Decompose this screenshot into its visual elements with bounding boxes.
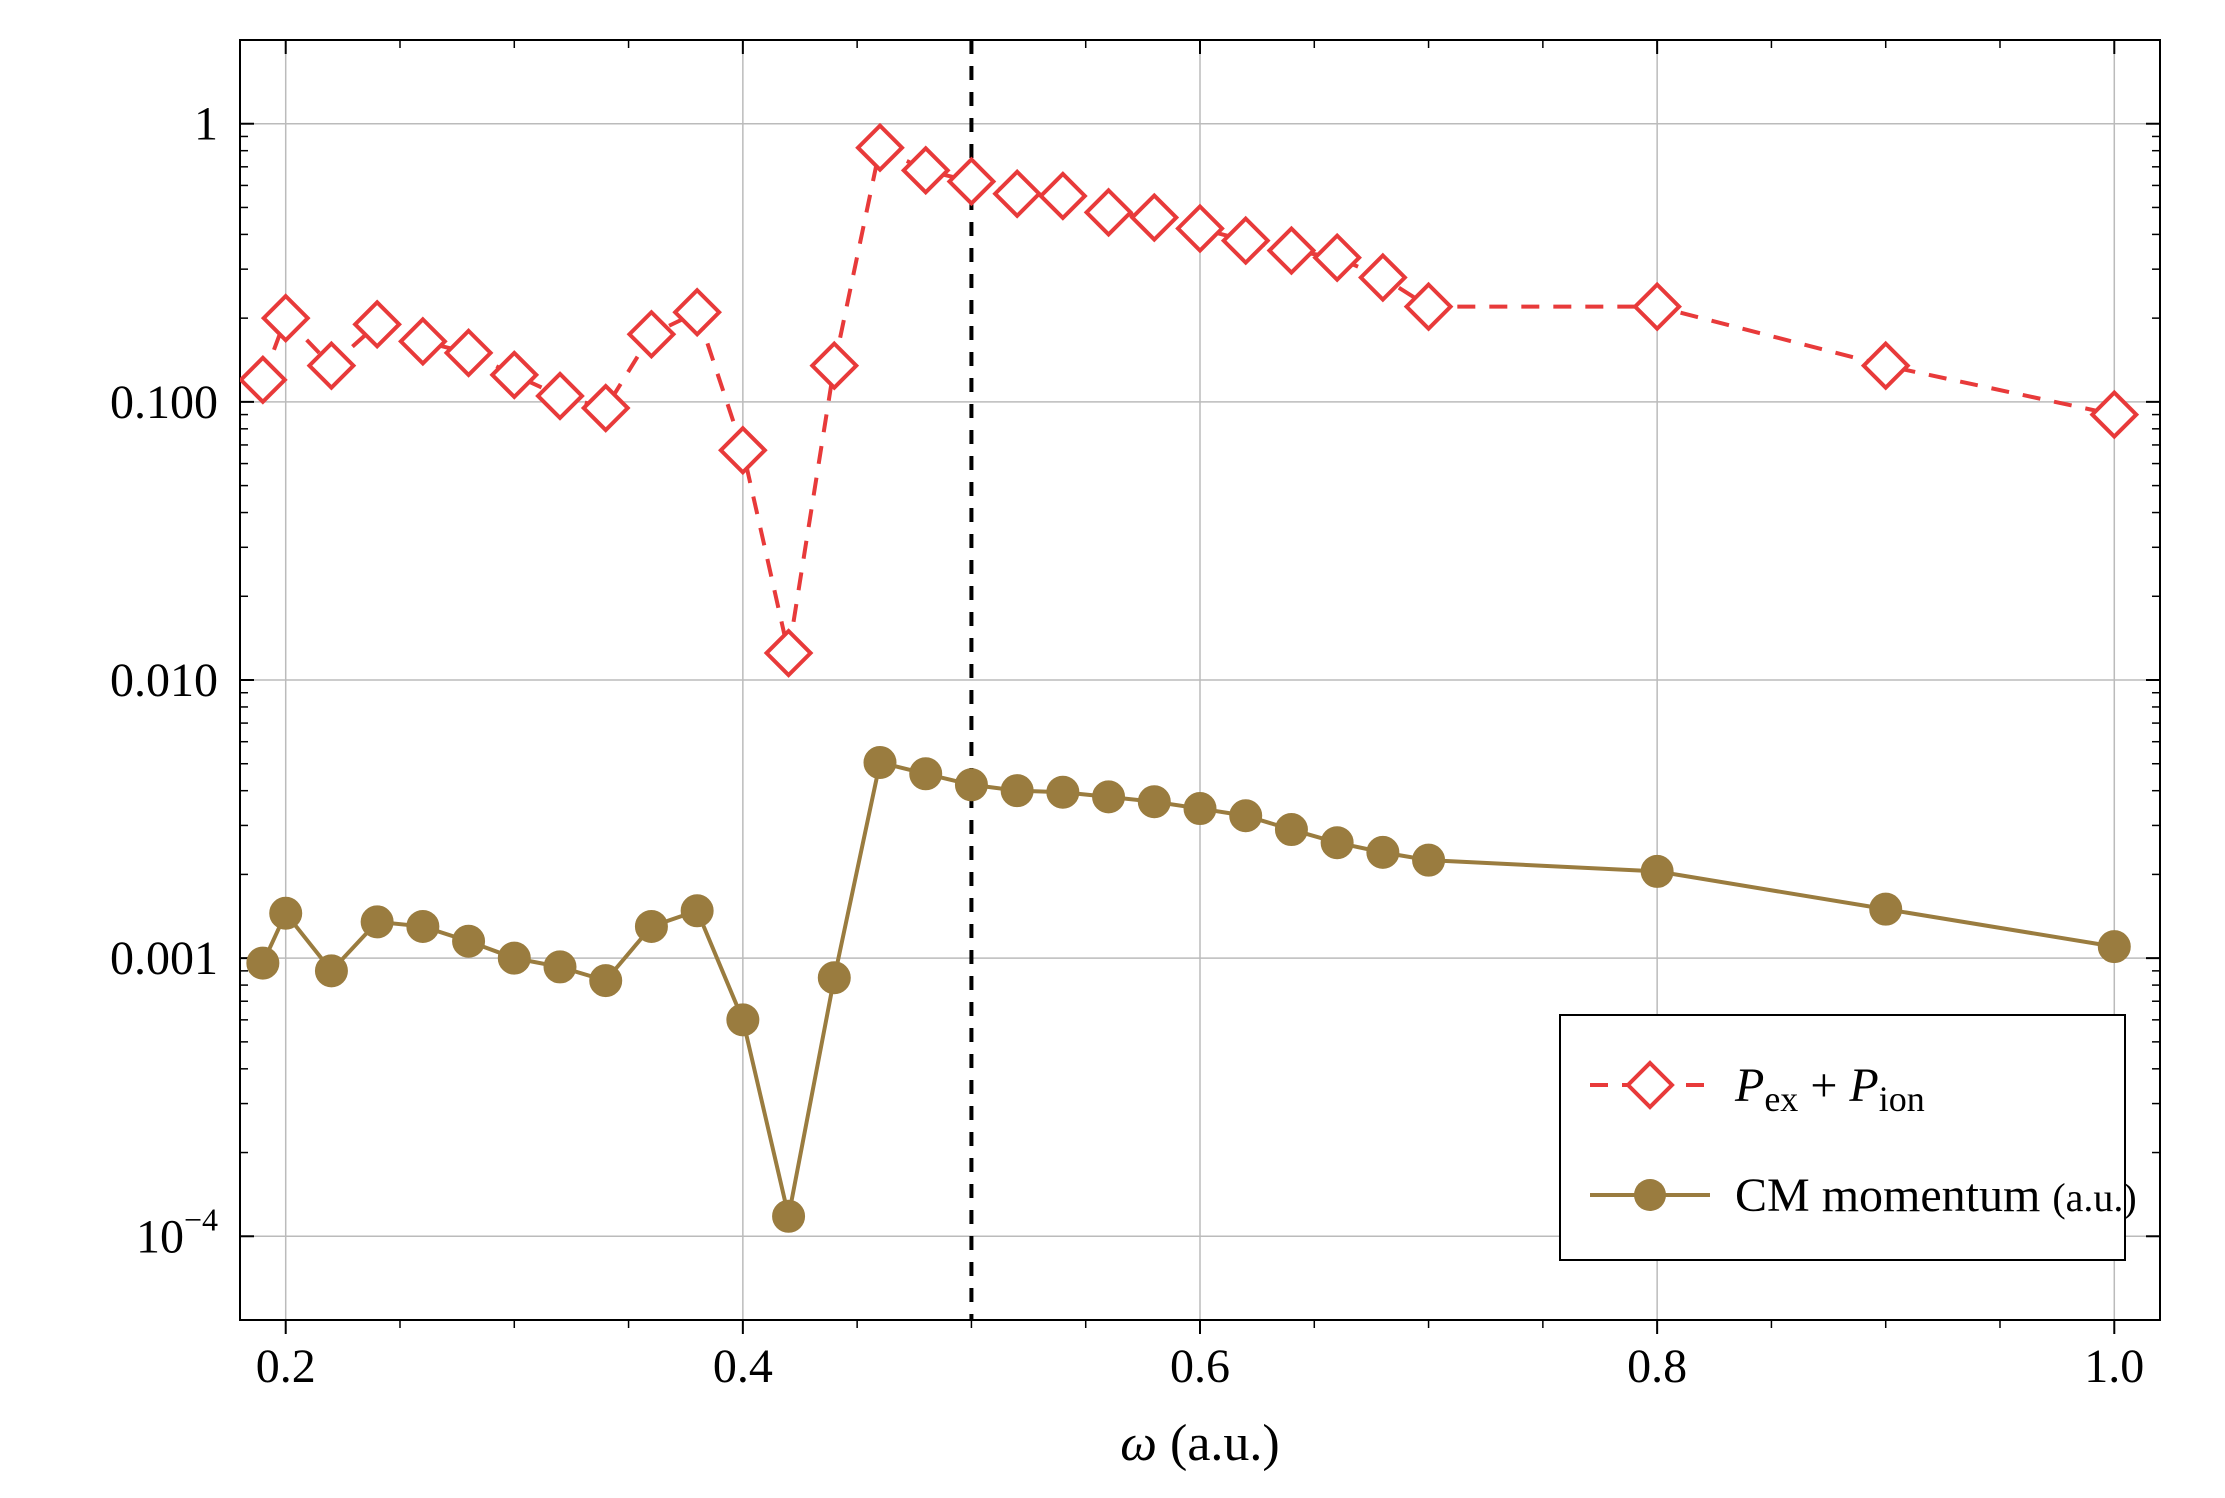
marker-circle	[635, 910, 667, 942]
marker-circle	[727, 1004, 759, 1036]
y-tick-label: 0.010	[110, 654, 218, 707]
y-tick-label: 0.001	[110, 932, 218, 985]
y-tick-label: 0.100	[110, 376, 218, 429]
marker-circle	[864, 747, 896, 779]
marker-circle	[407, 910, 439, 942]
marker-circle	[1230, 800, 1262, 832]
marker-circle	[681, 895, 713, 927]
marker-circle	[1184, 793, 1216, 825]
marker-circle	[315, 955, 347, 987]
x-axis-label: ω (a.u.)	[1120, 1415, 1279, 1472]
marker-circle	[544, 951, 576, 983]
marker-circle	[1093, 781, 1125, 813]
marker-circle	[955, 769, 987, 801]
marker-circle	[1641, 855, 1673, 887]
marker-circle	[1047, 776, 1079, 808]
marker-circle	[453, 925, 485, 957]
marker-circle	[1367, 836, 1399, 868]
marker-circle	[590, 965, 622, 997]
x-tick-label: 0.4	[713, 1340, 773, 1393]
marker-circle	[1001, 775, 1033, 807]
x-tick-label: 0.6	[1170, 1340, 1230, 1393]
x-tick-label: 0.8	[1627, 1340, 1687, 1393]
marker-circle	[1275, 814, 1307, 846]
legend: Pex + PionCM momentum (a.u.)	[1560, 1015, 2137, 1260]
marker-circle	[498, 942, 530, 974]
legend-label-cm_momentum: CM momentum (a.u.)	[1735, 1169, 2137, 1222]
marker-circle	[270, 897, 302, 929]
marker-circle	[247, 947, 279, 979]
marker-circle	[2098, 931, 2130, 963]
marker-circle	[910, 758, 942, 790]
y-tick-label: 1	[194, 98, 218, 151]
marker-circle	[1138, 786, 1170, 818]
x-tick-label: 0.2	[256, 1340, 316, 1393]
chart-svg: 0.20.40.60.81.010−40.0010.0100.1001ω (a.…	[0, 0, 2225, 1498]
marker-circle	[1321, 827, 1353, 859]
marker-circle	[1413, 844, 1445, 876]
marker-circle	[773, 1200, 805, 1232]
chart-container: 0.20.40.60.81.010−40.0010.0100.1001ω (a.…	[0, 0, 2225, 1498]
marker-circle	[361, 906, 393, 938]
x-tick-label: 1.0	[2084, 1340, 2144, 1393]
marker-circle	[818, 962, 850, 994]
marker-circle	[1870, 893, 1902, 925]
